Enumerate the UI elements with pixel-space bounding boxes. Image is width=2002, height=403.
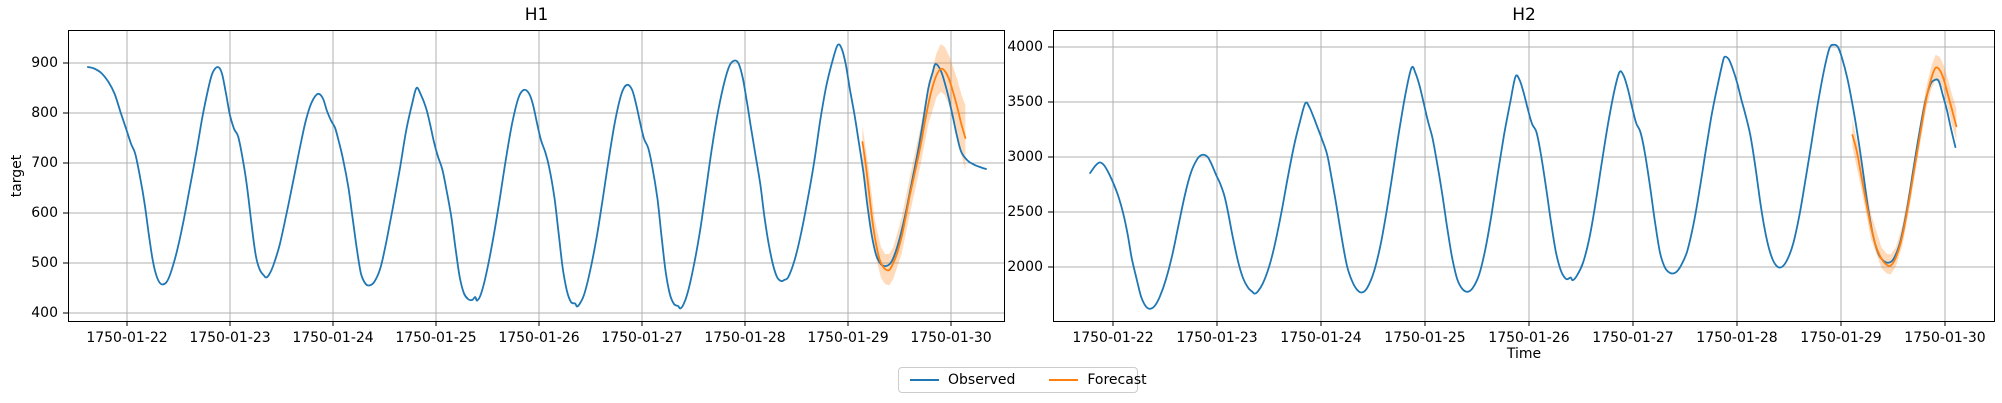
y-tick-label: 4000 [1007, 39, 1043, 56]
x-tick-label: 1750-01-22 [86, 330, 168, 346]
x-tick-label: 1750-01-25 [1384, 330, 1466, 346]
y-tick-label: 500 [31, 255, 58, 271]
x-tick-label: 1750-01-26 [498, 330, 580, 346]
x-tick-label: 1750-01-22 [1072, 330, 1154, 346]
y-tick-label: 3500 [1007, 94, 1043, 111]
y-tick-label: 900 [31, 55, 58, 71]
x-tick-label: 1750-01-28 [1696, 330, 1778, 346]
legend-label-forecast: Forecast [1087, 372, 1147, 388]
x-tick-label: 1750-01-24 [292, 330, 374, 346]
y-tick-label: 400 [31, 305, 58, 321]
x-tick-label: 1750-01-26 [1488, 330, 1570, 346]
x-tick-label: 1750-01-27 [601, 330, 683, 346]
x-tick-label: 1750-01-28 [704, 330, 786, 346]
x-tick-label: 1750-01-23 [1176, 330, 1258, 346]
x-tick-label: 1750-01-30 [910, 330, 992, 346]
observed-line [1089, 43, 1957, 310]
x-tick-label: 1750-01-24 [1280, 330, 1362, 346]
x-tick-label: 1750-01-30 [1904, 330, 1986, 346]
legend-label-observed: Observed [948, 372, 1016, 388]
plot-title-h2: H2 [1512, 5, 1536, 25]
observed-line-swatch [910, 379, 939, 381]
forecast-line [1851, 66, 1958, 267]
y-tick-label: 2500 [1007, 204, 1043, 221]
y-tick-label: 2000 [1007, 259, 1043, 275]
x-tick-label: 1750-01-27 [1592, 330, 1674, 346]
legend-item-forecast: Forecast [1049, 372, 1147, 388]
y-tick-label: 700 [31, 155, 58, 171]
y-tick-label: 3000 [1007, 149, 1043, 166]
legend-item-observed: Observed [910, 373, 1015, 387]
plot-title-h1: H1 [524, 5, 549, 25]
x-tick-label: 1750-01-29 [807, 330, 889, 346]
plot-border [1053, 30, 1995, 322]
forecast-line-swatch [1049, 379, 1079, 381]
y-tick-label: 800 [31, 105, 58, 121]
legend: Observed Forecast [898, 367, 1147, 393]
forecast-interval-band [862, 44, 966, 286]
y-tick-label: 600 [31, 205, 58, 221]
x-tick-label: 1750-01-23 [189, 330, 271, 346]
x-axis-label-time: Time [1506, 346, 1542, 362]
x-tick-label: 1750-01-25 [395, 330, 477, 346]
observed-line [87, 43, 987, 310]
forecast-line [861, 67, 967, 272]
x-tick-label: 1750-01-29 [1800, 330, 1882, 346]
plot-border [68, 30, 1005, 322]
